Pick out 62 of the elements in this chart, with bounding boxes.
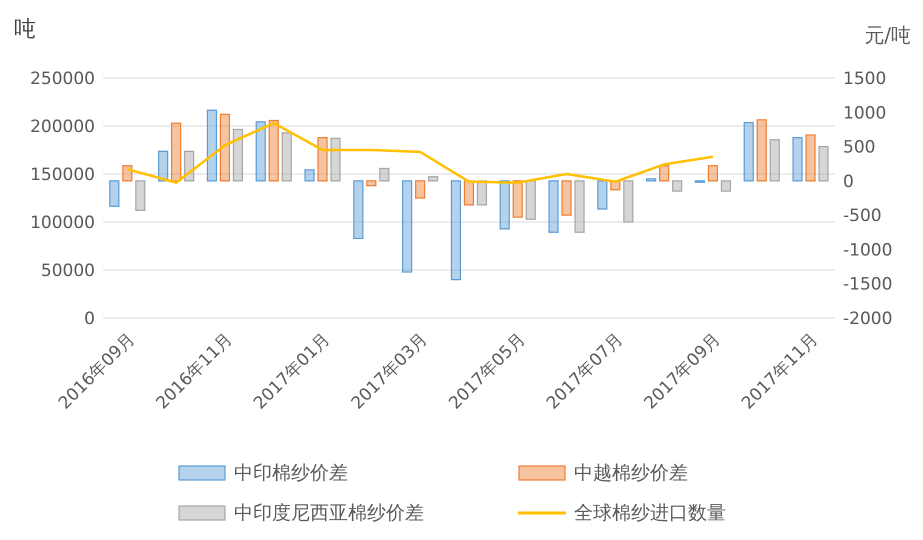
bar (428, 176, 438, 182)
bar (818, 146, 829, 182)
bar (379, 168, 390, 182)
y2-tick-label: -1500 (843, 274, 892, 295)
y-tick-label: 50000 (40, 261, 95, 282)
bar (317, 137, 328, 182)
bar (206, 110, 218, 182)
bar (574, 180, 585, 233)
bar (366, 180, 376, 186)
bar (256, 121, 266, 182)
y-tick-label: 100000 (30, 213, 95, 234)
bar (770, 139, 780, 182)
y2-tick-label: 1500 (843, 69, 886, 90)
legend-label: 全球棉纱进口数量 (574, 501, 726, 526)
bar (109, 180, 120, 207)
bar (623, 180, 634, 223)
y2-tick-label: 1000 (843, 103, 886, 124)
bar (171, 122, 182, 182)
y2-tick-label: 500 (843, 138, 876, 158)
bar (282, 132, 292, 182)
legend-label: 中印棉纱价差 (234, 461, 348, 486)
bar (500, 180, 510, 230)
y-tick-label: 150000 (30, 165, 95, 186)
y-tick-label: 250000 (30, 69, 95, 90)
line-series (126, 122, 714, 184)
bar (526, 180, 536, 220)
bar (646, 178, 656, 182)
bar (353, 180, 364, 240)
legend-label: 中印度尼西亚棉纱价差 (234, 501, 424, 526)
bar (135, 180, 146, 211)
bar (415, 180, 426, 199)
bar (220, 114, 230, 182)
bar (464, 180, 474, 206)
y2-tick-label: -500 (843, 206, 882, 226)
bar (805, 134, 816, 182)
bar (158, 150, 168, 182)
bar (122, 165, 132, 182)
bar (402, 180, 412, 273)
legend-label: 中越棉纱价差 (574, 461, 688, 486)
bar (304, 169, 315, 182)
bar (548, 180, 559, 233)
y2-axis-title: 元/吨 (864, 22, 911, 49)
y-tick-label: 0 (84, 309, 95, 330)
bar (232, 128, 244, 182)
y2-tick-label: -1000 (843, 240, 892, 260)
bar (512, 180, 523, 218)
bar (708, 165, 718, 182)
bar (450, 180, 462, 280)
bar (756, 119, 767, 182)
y2-tick-label: -2000 (843, 309, 892, 330)
bar (597, 180, 608, 210)
y-axis-title: 吨 (14, 16, 36, 44)
y2-tick-label: 0 (843, 172, 854, 192)
bar (720, 180, 732, 192)
bar (561, 180, 572, 216)
y-tick-label: 200000 (30, 117, 95, 138)
bar (792, 137, 803, 182)
bar (672, 180, 682, 192)
bar (659, 165, 670, 182)
bar (330, 138, 341, 182)
bar (744, 122, 754, 182)
bar (268, 120, 279, 182)
